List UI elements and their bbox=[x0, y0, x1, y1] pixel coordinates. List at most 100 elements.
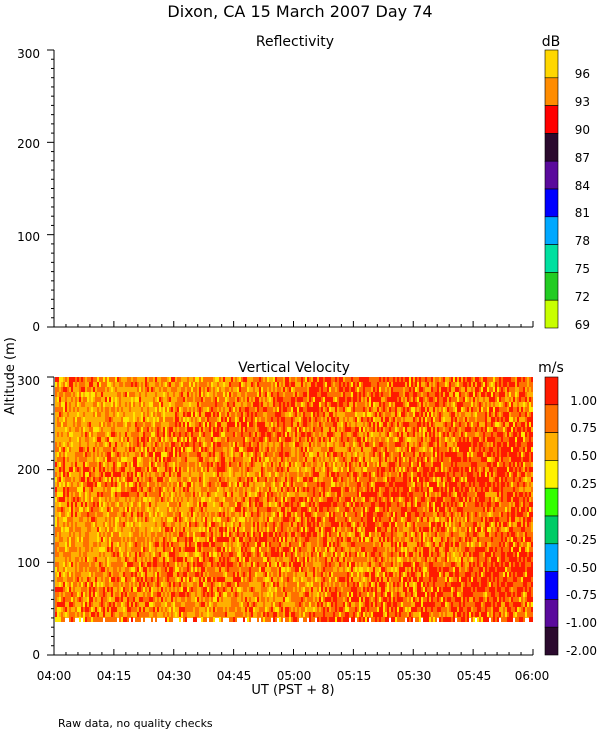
heatmap-cell bbox=[241, 547, 243, 552]
heatmap-cell bbox=[107, 542, 109, 547]
heatmap-cell bbox=[263, 432, 265, 437]
reflectivity-colorbar bbox=[544, 49, 559, 329]
heatmap-cell bbox=[279, 417, 281, 422]
heatmap-cell bbox=[331, 467, 333, 472]
heatmap-cell bbox=[213, 502, 215, 507]
heatmap-cell bbox=[243, 482, 245, 487]
heatmap-cell bbox=[149, 587, 151, 592]
heatmap-cell bbox=[117, 552, 119, 557]
heatmap-cell bbox=[139, 487, 141, 492]
heatmap-cell bbox=[123, 492, 125, 497]
heatmap-cell bbox=[327, 602, 329, 607]
heatmap-cell bbox=[289, 427, 291, 432]
heatmap-cell bbox=[111, 482, 113, 487]
heatmap-cell bbox=[189, 562, 191, 567]
heatmap-cell bbox=[69, 507, 71, 512]
heatmap-cell bbox=[239, 447, 241, 452]
heatmap-cell bbox=[59, 547, 61, 552]
heatmap-cell bbox=[101, 537, 103, 542]
heatmap-cell bbox=[97, 582, 99, 587]
heatmap-cell bbox=[311, 467, 313, 472]
heatmap-cell bbox=[107, 407, 109, 412]
heatmap-cell bbox=[275, 497, 277, 502]
heatmap-cell bbox=[203, 477, 205, 482]
heatmap-cell bbox=[179, 492, 181, 497]
heatmap-cell bbox=[321, 427, 323, 432]
heatmap-cell bbox=[327, 462, 329, 467]
heatmap-cell bbox=[143, 607, 145, 612]
heatmap-cell bbox=[299, 507, 301, 512]
heatmap-cell bbox=[151, 597, 153, 602]
heatmap-cell bbox=[229, 392, 231, 397]
heatmap-cell bbox=[229, 427, 231, 432]
heatmap-cell bbox=[295, 462, 297, 467]
heatmap-cell bbox=[277, 537, 279, 542]
heatmap-cell bbox=[273, 572, 275, 577]
heatmap-cell bbox=[93, 567, 95, 572]
heatmap-cell bbox=[313, 572, 315, 577]
heatmap-cell bbox=[117, 492, 119, 497]
heatmap-cell bbox=[241, 537, 243, 542]
heatmap-cell bbox=[107, 567, 109, 572]
heatmap-cell bbox=[345, 517, 347, 522]
heatmap-cell bbox=[163, 487, 165, 492]
heatmap-cell bbox=[157, 467, 159, 472]
heatmap-cell bbox=[275, 467, 277, 472]
heatmap-cell bbox=[223, 497, 225, 502]
heatmap-cell bbox=[95, 577, 97, 582]
heatmap-cell bbox=[149, 577, 151, 582]
heatmap-cell bbox=[179, 407, 181, 412]
heatmap-cell bbox=[73, 597, 75, 602]
heatmap-cell bbox=[257, 412, 259, 417]
heatmap-cell bbox=[287, 417, 289, 422]
heatmap-cell bbox=[185, 557, 187, 562]
heatmap-cell bbox=[333, 532, 335, 537]
heatmap-cell bbox=[157, 602, 159, 607]
heatmap-cell bbox=[233, 562, 235, 567]
heatmap-cell bbox=[125, 402, 127, 407]
heatmap-cell bbox=[341, 457, 343, 462]
heatmap-cell bbox=[207, 547, 209, 552]
heatmap-cell bbox=[185, 547, 187, 552]
heatmap-cell bbox=[287, 392, 289, 397]
heatmap-cell bbox=[181, 612, 183, 617]
heatmap-cell bbox=[83, 562, 85, 567]
heatmap-cell bbox=[85, 617, 87, 622]
heatmap-cell bbox=[223, 397, 225, 402]
heatmap-cell bbox=[343, 562, 345, 567]
heatmap-cell bbox=[261, 397, 263, 402]
heatmap-cell bbox=[277, 487, 279, 492]
heatmap-cell bbox=[147, 477, 149, 482]
heatmap-cell bbox=[201, 612, 203, 617]
heatmap-cell bbox=[109, 487, 111, 492]
heatmap-cell bbox=[153, 402, 155, 407]
heatmap-cell bbox=[329, 617, 331, 622]
heatmap-cell bbox=[295, 587, 297, 592]
heatmap-cell bbox=[131, 572, 133, 577]
heatmap-cell bbox=[75, 487, 77, 492]
colorbar-label: 69 bbox=[575, 318, 590, 332]
heatmap-cell bbox=[251, 412, 253, 417]
heatmap-cell bbox=[91, 517, 93, 522]
heatmap-cell bbox=[89, 462, 91, 467]
heatmap-cell bbox=[129, 612, 131, 617]
heatmap-cell bbox=[307, 407, 309, 412]
heatmap-cell bbox=[175, 602, 177, 607]
heatmap-cell bbox=[169, 577, 171, 582]
heatmap-cell bbox=[173, 457, 175, 462]
heatmap-cell bbox=[185, 552, 187, 557]
heatmap-cell bbox=[81, 432, 83, 437]
heatmap-cell bbox=[109, 417, 111, 422]
heatmap-cell bbox=[165, 427, 167, 432]
heatmap-cell bbox=[207, 387, 209, 392]
heatmap-cell bbox=[159, 477, 161, 482]
heatmap-cell bbox=[253, 402, 255, 407]
heatmap-cell bbox=[273, 592, 275, 597]
heatmap-cell bbox=[77, 392, 79, 397]
heatmap-cell bbox=[83, 482, 85, 487]
heatmap-cell bbox=[117, 577, 119, 582]
heatmap-cell bbox=[259, 502, 261, 507]
heatmap-cell bbox=[265, 532, 267, 537]
heatmap-cell bbox=[121, 407, 123, 412]
heatmap-cell bbox=[141, 562, 143, 567]
